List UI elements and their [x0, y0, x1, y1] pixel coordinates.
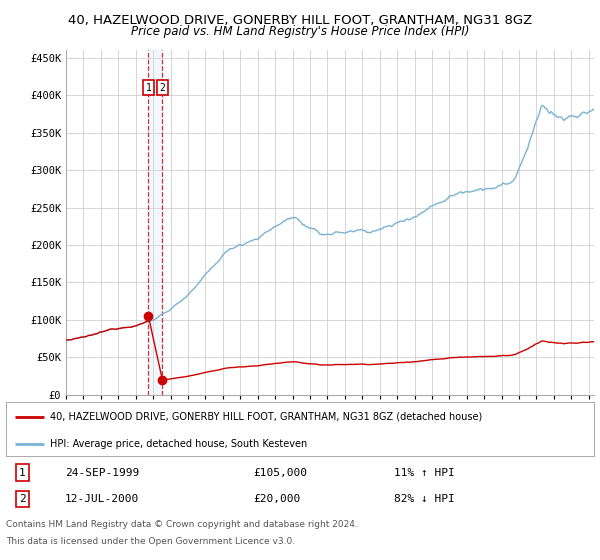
Text: 2: 2 — [19, 494, 26, 504]
Text: Price paid vs. HM Land Registry's House Price Index (HPI): Price paid vs. HM Land Registry's House … — [131, 25, 469, 38]
Text: Contains HM Land Registry data © Crown copyright and database right 2024.: Contains HM Land Registry data © Crown c… — [6, 520, 358, 529]
Text: HPI: Average price, detached house, South Kesteven: HPI: Average price, detached house, Sout… — [50, 440, 307, 449]
Text: This data is licensed under the Open Government Licence v3.0.: This data is licensed under the Open Gov… — [6, 537, 295, 546]
Text: 1: 1 — [19, 468, 26, 478]
Text: 12-JUL-2000: 12-JUL-2000 — [65, 494, 139, 504]
Text: £105,000: £105,000 — [253, 468, 307, 478]
Text: 40, HAZELWOOD DRIVE, GONERBY HILL FOOT, GRANTHAM, NG31 8GZ (detached house): 40, HAZELWOOD DRIVE, GONERBY HILL FOOT, … — [50, 412, 482, 422]
Text: 1: 1 — [145, 83, 151, 93]
Text: 2: 2 — [160, 83, 166, 93]
Text: 11% ↑ HPI: 11% ↑ HPI — [394, 468, 455, 478]
Text: 40, HAZELWOOD DRIVE, GONERBY HILL FOOT, GRANTHAM, NG31 8GZ: 40, HAZELWOOD DRIVE, GONERBY HILL FOOT, … — [68, 14, 532, 27]
Text: 82% ↓ HPI: 82% ↓ HPI — [394, 494, 455, 504]
Text: 24-SEP-1999: 24-SEP-1999 — [65, 468, 139, 478]
Text: £20,000: £20,000 — [253, 494, 300, 504]
Bar — [148, 50, 163, 395]
